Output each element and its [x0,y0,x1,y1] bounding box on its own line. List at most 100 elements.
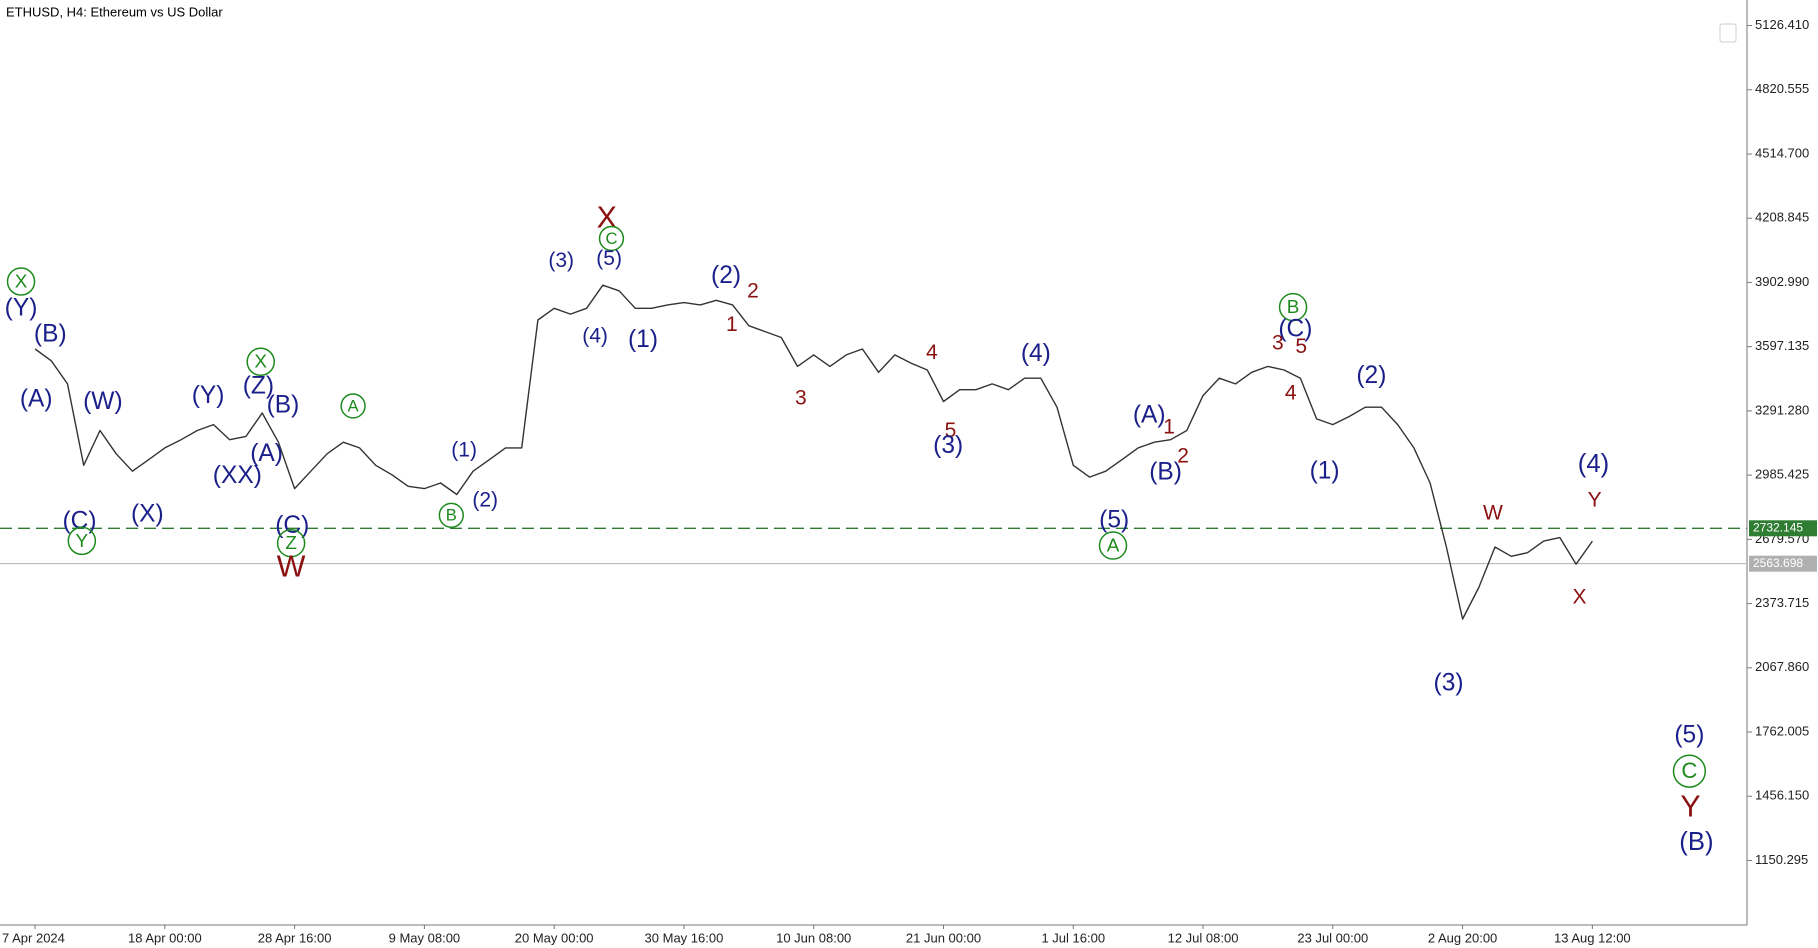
wave-label: (W) [83,388,123,415]
price-level-box [1749,520,1817,537]
price-line [34,284,1593,620]
wave-label: X [15,271,28,292]
y-tick-label: 4820.555 [1755,81,1809,96]
wave-label: B [1287,297,1300,318]
wave-label: (2) [472,489,498,512]
wave-label: (5) [1674,722,1704,749]
y-tick-label: 5126.410 [1755,17,1809,32]
wave-label: (B) [1679,828,1713,856]
wave-label: C [605,229,617,248]
x-tick-label: 9 May 08:00 [389,930,461,945]
wave-label: (5) [596,247,622,270]
x-tick-label: 7 Apr 2024 [2,930,65,945]
wave-label: (XX) [213,462,262,489]
wave-label: (Z) [243,373,274,400]
x-tick-label: 18 Apr 00:00 [128,930,202,945]
wave-circle [340,393,366,419]
wave-label: (1) [1310,458,1340,485]
x-tick-label: 2 Aug 20:00 [1428,930,1497,945]
wave-label: (1) [628,326,658,353]
wave-label: (5) [1099,506,1129,533]
wave-label: A [1107,536,1120,557]
x-tick-label: 1 Jul 16:00 [1041,930,1105,945]
wave-label: (X) [131,501,164,528]
wave-label: (4) [1021,340,1051,367]
wave-label: Y [1588,489,1602,512]
y-tick-label: 1456.150 [1755,788,1809,803]
wave-label: (2) [711,262,741,289]
x-tick-label: 13 Aug 12:00 [1554,930,1631,945]
wave-label: 1 [726,313,738,336]
wave-label: (4) [1578,450,1609,478]
y-tick-label: 4208.845 [1755,210,1809,225]
wave-label: (A) [250,440,283,467]
wave-label: X [1572,585,1586,608]
x-tick-label: 21 Jun 00:00 [906,930,981,945]
y-tick-label: 1762.005 [1755,723,1809,738]
wave-label: 3 [795,386,807,409]
wave-label: (3) [548,249,574,272]
wave-label: (C) [1278,316,1312,343]
wave-label: 4 [1285,382,1297,405]
wave-label: B [446,506,457,525]
wave-label: (Y) [192,382,225,409]
y-tick-label: 3291.280 [1755,402,1809,417]
wave-label: (A) [1133,402,1166,429]
wave-label: Z [285,533,297,554]
wave-circle [598,225,625,252]
wave-circle [1098,531,1128,560]
wave-circle [6,267,36,296]
wave-label: 1 [1163,415,1175,438]
x-tick-label: 12 Jul 08:00 [1168,930,1239,945]
wave-label: Y [76,531,89,552]
x-tick-label: 28 Apr 16:00 [258,930,332,945]
wave-label: (B) [1149,459,1182,486]
x-tick-label: 23 Jul 00:00 [1297,930,1368,945]
wave-label: 3 [1272,332,1284,355]
wave-circle [246,347,275,377]
y-tick-label: 2373.715 [1755,595,1809,610]
y-tick-label: 3902.990 [1755,274,1809,289]
wave-label: (A) [20,385,53,412]
wave-label: 2 [747,279,759,302]
wave-label: (B) [34,320,67,347]
wave-label: (4) [582,325,608,348]
wave-label: (1) [451,439,477,462]
toolbar-icon[interactable] [1719,23,1737,43]
wave-circle [67,526,97,556]
y-tick-label: 3597.135 [1755,338,1809,353]
y-tick-label: 1150.295 [1755,852,1808,867]
wave-label: (3) [1434,669,1464,696]
wave-label: W [277,550,306,584]
wave-label: C [1681,758,1697,783]
wave-label: X [254,352,267,373]
y-tick-label: 2067.860 [1755,659,1809,674]
x-tick-label: 10 Jun 08:00 [776,930,851,945]
wave-circle [1278,292,1308,322]
y-tick-label: 2985.425 [1755,467,1809,482]
wave-label: (Y) [5,295,38,322]
wave-label: (3) [933,432,963,459]
wave-label: Y [1680,789,1700,823]
y-tick-label: 4514.700 [1755,145,1809,160]
wave-circle [276,528,306,558]
price-level-label: 2732.145 [1753,520,1803,534]
wave-circle [438,502,464,528]
wave-circle [1672,754,1707,788]
wave-label: (2) [1356,362,1386,389]
price-level-box [1749,555,1817,572]
wave-label: W [1483,502,1503,525]
wave-label: 4 [926,341,938,364]
x-tick-label: 30 May 16:00 [645,930,724,945]
wave-label: 5 [1295,335,1307,358]
chart-title: ETHUSD, H4: Ethereum vs US Dollar [6,4,223,19]
wave-label: 2 [1177,445,1189,468]
wave-label: 5 [945,419,957,442]
price-level-label: 2563.698 [1753,556,1803,570]
x-tick-label: 20 May 00:00 [515,930,594,945]
wave-label: (B) [267,391,300,418]
wave-label: A [348,396,360,415]
